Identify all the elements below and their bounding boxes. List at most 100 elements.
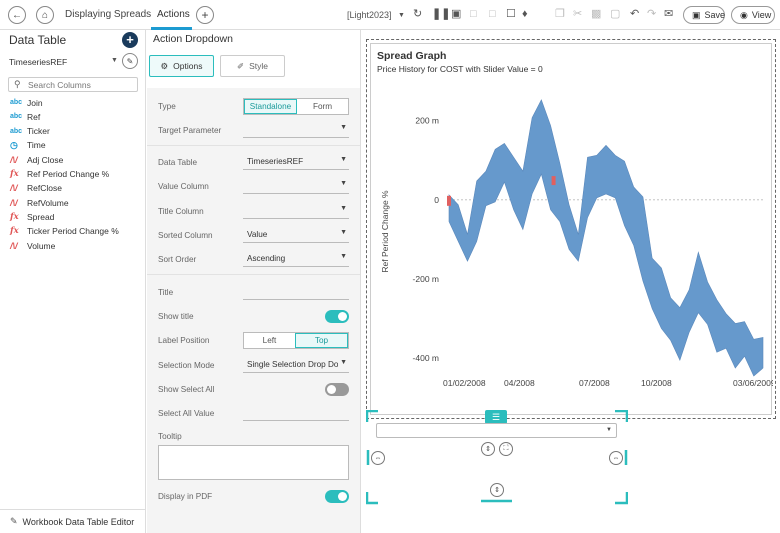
x-tick-label: 10/2008 [641,378,672,388]
save-button[interactable]: ▣ Save [683,6,725,24]
data-table-select[interactable]: TimeseriesREF [9,57,68,67]
chevron-down-icon: ▼ [340,124,347,131]
image-icon: □ [489,8,496,20]
y-axis-label: Ref Period Change % [380,190,390,273]
x-tick-label: 03/06/2009 [733,378,773,388]
title-input[interactable] [243,284,349,300]
value-column-label: Value Column [158,182,209,191]
y-tick-label: 200 m [415,116,439,126]
type-form-option[interactable]: Form [312,102,333,111]
column-item[interactable]: /\/ Volume [10,239,55,252]
column-name: Volume [27,240,56,251]
display-in-pdf-label: Display in PDF [158,492,213,501]
chevron-down-icon: ▼ [340,205,347,212]
chevron-down-icon[interactable]: ▼ [398,12,405,19]
x-tick-label: 07/2008 [579,378,610,388]
toggle-knob [338,492,347,501]
show-select-all-toggle[interactable] [325,383,349,396]
tooltip-textarea[interactable] [158,445,349,480]
column-item[interactable]: fx Ref Period Change % [10,168,109,181]
theme-select[interactable]: [Light2023] [347,10,392,20]
drag-handle-icon[interactable]: ☰ [485,410,507,424]
clock-icon: ◷ [10,139,18,150]
title-column-select[interactable]: ▼ [243,203,349,219]
spread-graph-component[interactable]: Spread Graph Price History for COST with… [370,43,773,415]
chevron-down-icon: ▼ [340,253,347,260]
tab-style[interactable]: ✐ Style [220,55,285,77]
label-position-segment: Left Top [243,332,349,349]
display-in-pdf-toggle[interactable] [325,490,349,503]
chevron-down-icon[interactable]: ▼ [111,57,118,64]
select-all-value-input[interactable] [243,405,349,421]
resize-horizontal-icon[interactable]: ⇔ [609,451,623,465]
pause-icon[interactable]: ❚❚ [432,8,451,20]
edit-square-icon: ✎ [10,516,18,526]
options-form: Type Standalone Form Target Parameter ▼ … [147,88,360,533]
resize-vertical-icon[interactable]: ⇕ [490,483,504,497]
tab-displaying-spreads[interactable]: Displaying Spreads [65,9,152,20]
show-title-label: Show title [158,312,194,321]
canvas-area: Spread Graph Price History for COST with… [362,30,780,533]
tooltip-label: Tooltip [158,432,182,441]
resize-vertical-icon[interactable]: ⇕ [481,442,495,456]
add-tab-icon[interactable]: + [196,6,214,24]
column-item[interactable]: abc Ticker [10,125,50,138]
column-item[interactable]: fx Spread [10,210,54,223]
column-item[interactable]: /\/ RefVolume [10,196,69,209]
column-name: Spread [27,211,55,222]
dropdown-select[interactable]: ▼ [376,423,617,438]
undo-icon[interactable]: ↶ [630,8,640,20]
text-type-icon: abc [10,99,23,106]
panel-title: Data Table [9,33,67,47]
snapshot-icon[interactable]: ▣ [451,8,462,20]
column-item[interactable]: abc Ref [10,110,40,123]
refresh-icon[interactable]: ↻ [413,8,423,20]
resize-horizontal-icon[interactable]: ⇔ [371,451,385,465]
tab-options[interactable]: ⚙ Options [149,55,214,77]
home-icon[interactable]: ⌂ [36,6,54,24]
column-item[interactable]: abc Join [10,96,43,109]
label-position-left-option[interactable]: Left [262,336,277,345]
selection-mode-select[interactable]: Single Selection Drop Do ▼ [243,357,349,373]
column-item[interactable]: ◷ Time [10,139,46,152]
search-columns-box[interactable]: ⚲ Search Columns [8,77,138,92]
tab-actions[interactable]: Actions [157,9,190,20]
selection-corners [366,410,628,505]
column-item[interactable]: /\/ Adj Close [10,153,63,166]
show-title-toggle[interactable] [325,310,349,323]
sorted-column-select[interactable]: Value ▼ [243,227,349,243]
pdf-icon: □ [470,8,477,20]
bookmark-icon[interactable]: ☐ [506,8,516,20]
column-item[interactable]: fx Ticker Period Change % [10,225,119,238]
value-column-select[interactable]: ▼ [243,178,349,194]
fit-size-icon[interactable]: ⛶ [499,442,513,456]
workbook-editor-link[interactable]: ✎ Workbook Data Table Editor [0,509,146,533]
edit-pencil-icon[interactable]: ✎ [122,53,138,69]
search-input[interactable]: Search Columns [28,80,91,90]
target-parameter-select[interactable]: ▼ [243,122,349,138]
data-table-field[interactable]: TimeseriesREF ▼ [243,154,349,170]
column-item[interactable]: /\/ RefClose [10,182,62,195]
comment-icon[interactable]: ✉ [664,8,674,20]
add-data-table-button[interactable]: + [122,32,138,48]
negative-spread-marker [551,176,556,186]
x-tick-label: 01/02/2008 [443,378,486,388]
sorted-column-label: Sorted Column [158,231,213,240]
paste-icon: ▩ [591,8,602,20]
sort-order-select[interactable]: Ascending ▼ [243,251,349,267]
chevron-down-icon: ▼ [338,359,347,366]
label-position-label: Label Position [158,336,210,345]
type-standalone-option[interactable]: Standalone [244,99,297,114]
view-button[interactable]: ◉ View [731,6,775,24]
text-type-icon: abc [10,113,23,121]
formula-icon: fx [10,226,19,237]
gear-icon: ⚙ [160,60,169,71]
divider [147,274,360,275]
negative-spread-marker [447,195,451,206]
text-type-icon: abc [10,127,23,135]
action-dropdown-settings: Action Dropdown ⚙ Options ✐ Style Type Sta… [146,30,361,533]
select-all-value-label: Select All Value [158,409,215,418]
alert-bell-icon[interactable]: ♦ [522,8,528,20]
label-position-top-option[interactable]: Top [295,333,348,348]
back-icon[interactable]: ← [8,6,26,24]
